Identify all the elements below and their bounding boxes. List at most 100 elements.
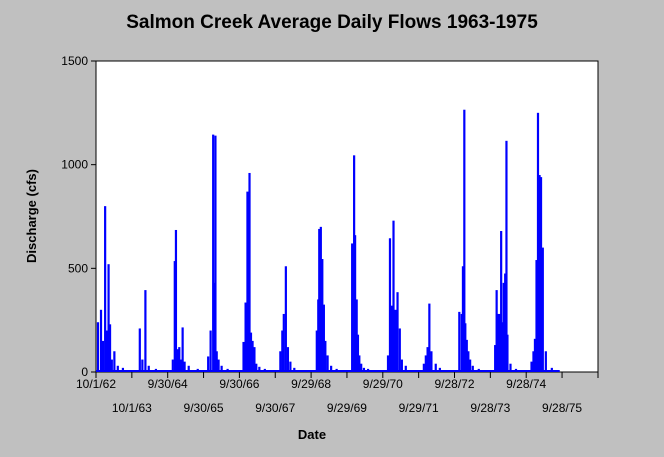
flow-bar [530, 361, 533, 372]
flow-bar [463, 109, 466, 373]
flow-bar [253, 347, 256, 372]
flow-bar [358, 355, 361, 372]
flow-bar [438, 367, 441, 372]
chart-title: Salmon Creek Average Daily Flows 1963-19… [126, 12, 538, 33]
flow-bar [105, 330, 108, 372]
flow-bar [428, 303, 431, 372]
flow-bar [541, 247, 544, 372]
flow-bar [321, 259, 324, 372]
flow-bar [539, 177, 543, 372]
flow-bar [141, 359, 144, 372]
flow-bar [293, 367, 296, 372]
plot-area [95, 60, 599, 373]
y-axis-title: Discharge (cfs) [24, 169, 39, 263]
y-tick-label: 500 [68, 261, 88, 275]
x-tick-label: 9/30/65 [184, 401, 224, 415]
flow-bar [289, 361, 292, 372]
flow-bar [318, 228, 321, 372]
flow-bar [326, 355, 329, 372]
flow-bar [396, 292, 399, 372]
flow-bar [430, 351, 433, 372]
flow-bar [390, 305, 393, 372]
flow-bar [110, 359, 113, 372]
x-tick-label: 9/28/73 [470, 401, 510, 415]
flow-bar [398, 328, 401, 372]
flow-bar [281, 330, 284, 372]
flow-bar [173, 261, 176, 372]
flow-bar [535, 260, 538, 372]
flow-bar [502, 282, 505, 372]
flow-bar [279, 351, 282, 372]
flow-bar [138, 328, 141, 372]
flow-bar [330, 365, 333, 372]
flow-bar [469, 359, 472, 372]
flow-bar [176, 349, 179, 372]
flow-bar [550, 367, 553, 372]
x-tick-label: 9/29/68 [291, 377, 331, 391]
flow-bar [533, 338, 537, 372]
flow-bar [319, 226, 322, 372]
flow-bar [282, 313, 285, 372]
flow-bar [178, 347, 181, 372]
flow-bar [171, 359, 174, 372]
flow-bar [96, 322, 100, 372]
flow-bar [220, 365, 223, 372]
flow-bar [394, 309, 397, 372]
flow-bar [392, 220, 395, 372]
flow-bar [322, 304, 325, 372]
flow-bar [255, 363, 258, 372]
flow-bar [434, 363, 437, 372]
flow-bar [467, 351, 470, 372]
flow-bar [181, 327, 184, 372]
flow-bar [284, 266, 287, 372]
flow-bar [242, 341, 245, 372]
flow-bar [179, 359, 182, 372]
flow-bar [538, 175, 541, 372]
flow-bar [244, 302, 247, 372]
flow-bar [505, 140, 508, 372]
flow-bar [471, 365, 474, 372]
flow-bar [107, 264, 110, 372]
flow-bar [509, 363, 512, 372]
x-tick-label: 10/1/63 [112, 401, 152, 415]
flow-bar [214, 135, 217, 372]
flow-bar [422, 363, 425, 372]
flow-bar [356, 334, 360, 372]
x-tick-label: 9/30/67 [255, 401, 295, 415]
flow-bar [354, 235, 357, 372]
flow-bar [99, 309, 103, 372]
flow-bar [108, 324, 112, 372]
flow-bar [315, 330, 318, 372]
flow-bar [461, 266, 465, 372]
flow-bar [217, 359, 220, 372]
flow-bar [174, 229, 178, 372]
flow-bar [246, 191, 249, 372]
x-tick-label: 10/1/62 [76, 377, 116, 391]
flow-bar [544, 351, 547, 372]
y-tick-label: 0 [81, 365, 88, 379]
flow-bar [207, 356, 210, 372]
flow-bar [460, 313, 463, 372]
x-axis: 10/1/62 10/1/63 9/30/64 9/30/65 9/30/66 9/30/… [76, 372, 599, 415]
y-axis: 0 500 1000 1500 [61, 54, 96, 379]
flow-bar [258, 366, 261, 372]
flow-bar [498, 313, 501, 372]
flow-bar [104, 206, 107, 372]
flow-bar [101, 340, 105, 372]
flow-bar [532, 351, 535, 372]
flow-bar [324, 340, 327, 372]
flow-bar [113, 351, 116, 372]
flow-bar [497, 313, 500, 372]
flow-bar [286, 347, 290, 372]
flow-bar [116, 365, 119, 372]
flow-bar [355, 299, 358, 372]
x-axis-title: Date [298, 427, 326, 442]
flow-bar [351, 243, 354, 372]
x-tick-label: 9/29/69 [327, 401, 367, 415]
flow-bar [212, 134, 215, 372]
x-tick-label: 9/29/70 [363, 377, 403, 391]
flow-bar [183, 361, 186, 372]
flow-bar [388, 238, 392, 372]
flow-bar [500, 231, 503, 372]
